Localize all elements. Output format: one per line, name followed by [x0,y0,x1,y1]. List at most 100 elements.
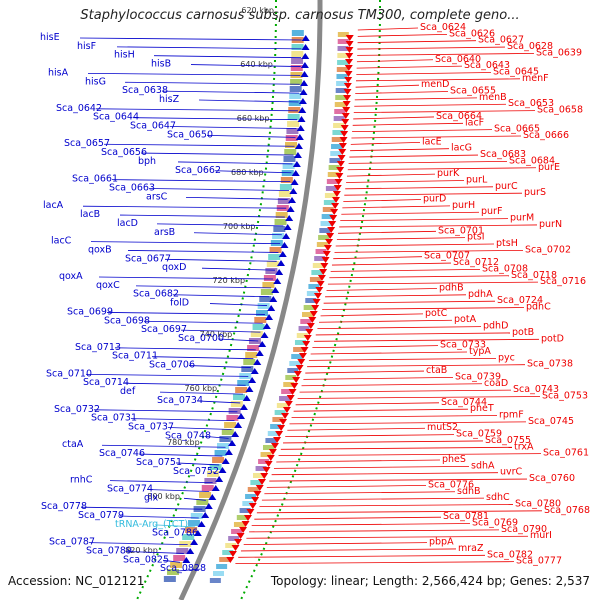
reverse-gene-label: purN [539,219,562,230]
reverse-gene-label: purS [524,187,546,198]
feature-band-reverse [274,410,286,415]
reverse-gene-label: Sca_0627 [478,35,524,46]
feature-band-forward [247,345,260,351]
reverse-label-connector [345,186,494,190]
forward-gene-label: hisH [114,50,135,61]
forward-label-connector [193,232,282,236]
forward-gene-arrow [300,71,309,77]
scale-label: 740 kbp [200,330,233,339]
forward-gene-label: hisG [85,76,106,87]
reverse-gene-arrow [281,413,290,419]
forward-gene-arrow [193,530,202,536]
feature-band-reverse [326,179,338,184]
forward-gene-label: rnhC [70,475,93,486]
reverse-label-connector [325,294,467,298]
reverse-label-connector [314,338,540,342]
forward-gene-label: def [120,386,136,397]
reverse-label-connector [291,415,498,418]
reverse-gene-arrow [295,365,304,371]
reverse-gene-label: sdhB [457,486,481,497]
reverse-label-connector [278,453,542,457]
reverse-label-connector [301,383,483,387]
reverse-gene-arrow [345,53,354,59]
forward-gene-arrow [239,404,248,410]
reverse-gene-arrow [340,125,349,131]
reverse-gene-label: coaD [484,378,508,389]
reverse-label-connector [342,205,451,209]
scale-label: 760 kbp [185,384,218,393]
reverse-gene-arrow [226,557,235,563]
feature-band-reverse [228,536,240,541]
reverse-gene-label: Sca_0759 [456,429,502,440]
forward-gene-arrow [250,368,259,374]
reverse-label-connector [354,97,478,101]
reverse-gene-arrow [326,233,335,239]
forward-gene-label: Sca_0663 [109,182,155,193]
forward-gene-label: hisF [77,41,96,52]
forward-gene-label: qoxD [162,262,187,273]
reverse-gene-label: Sca_0761 [543,448,589,459]
reverse-gene-label: Sca_0624 [420,22,466,33]
feature-band-reverse [332,130,344,135]
reverse-label-connector [310,351,468,355]
reverse-gene-label: Sca_0716 [540,276,586,287]
reverse-label-connector [246,535,529,539]
forward-gene-label: hisZ [159,94,180,105]
forward-gene-arrow [282,233,291,239]
feature-band-forward [290,65,303,71]
forward-gene-label: arsB [154,227,175,238]
reverse-gene-arrow [306,323,315,329]
forward-gene-label: lacA [43,200,64,211]
forward-label-connector [87,73,301,76]
forward-gene-arrow [292,161,301,167]
feature-band-reverse [337,32,349,37]
forward-label-connector [125,551,184,554]
forward-gene-arrow [280,242,289,248]
reverse-gene-label: Sca_0760 [529,473,575,484]
reverse-gene-arrow [343,83,352,89]
feature-band-reverse [328,165,340,170]
forward-gene-label: hisB [151,59,171,70]
feature-band-forward [283,156,296,162]
feature-band-reverse [320,221,332,226]
reverse-label-connector [259,504,514,507]
reverse-label-connector [243,542,428,545]
reverse-gene-arrow [331,203,340,209]
forward-label-connector [198,99,299,103]
feature-band-forward [241,366,254,372]
reverse-label-connector [299,389,512,393]
forward-label-connector [79,37,302,41]
reverse-label-connector [308,357,497,361]
scale-label: 620 kbp [241,6,274,15]
reverse-gene-label: sdhC [486,492,510,503]
feature-band-forward [245,352,258,358]
reverse-gene-arrow [335,173,344,179]
feature-band-forward [268,254,281,260]
feature-band-reverse [337,60,349,65]
reverse-gene-label: Sca_0683 [480,149,526,160]
reverse-label-connector [357,40,477,44]
feature-band-forward [224,422,237,428]
scale-label: 800 kbp [147,492,180,501]
forward-gene-label: Sca_0661 [72,174,118,185]
forward-gene-label: Sca_0779 [78,510,124,521]
reverse-gene-arrow [336,167,345,173]
forward-label-connector [138,453,223,457]
reverse-label-connector [238,554,486,558]
reverse-gene-label: purC [495,181,518,192]
feature-band-forward [243,359,256,365]
reverse-gene-arrow [329,215,338,221]
forward-gene-arrow [255,350,264,356]
feature-band-forward [254,317,267,323]
reverse-label-connector [307,364,526,368]
reverse-gene-label: Sca_0780 [515,498,561,509]
reverse-label-connector [235,561,515,565]
forward-label-connector [122,382,246,386]
reverse-label-connector [334,249,524,253]
forward-gene-arrow [186,548,195,554]
forward-gene-arrow [221,458,230,464]
forward-label-connector [161,90,300,94]
forward-gene-label: Sca_0828 [160,563,206,574]
feature-band-forward [204,478,217,484]
reverse-gene-label: Sca_0718 [511,270,557,281]
